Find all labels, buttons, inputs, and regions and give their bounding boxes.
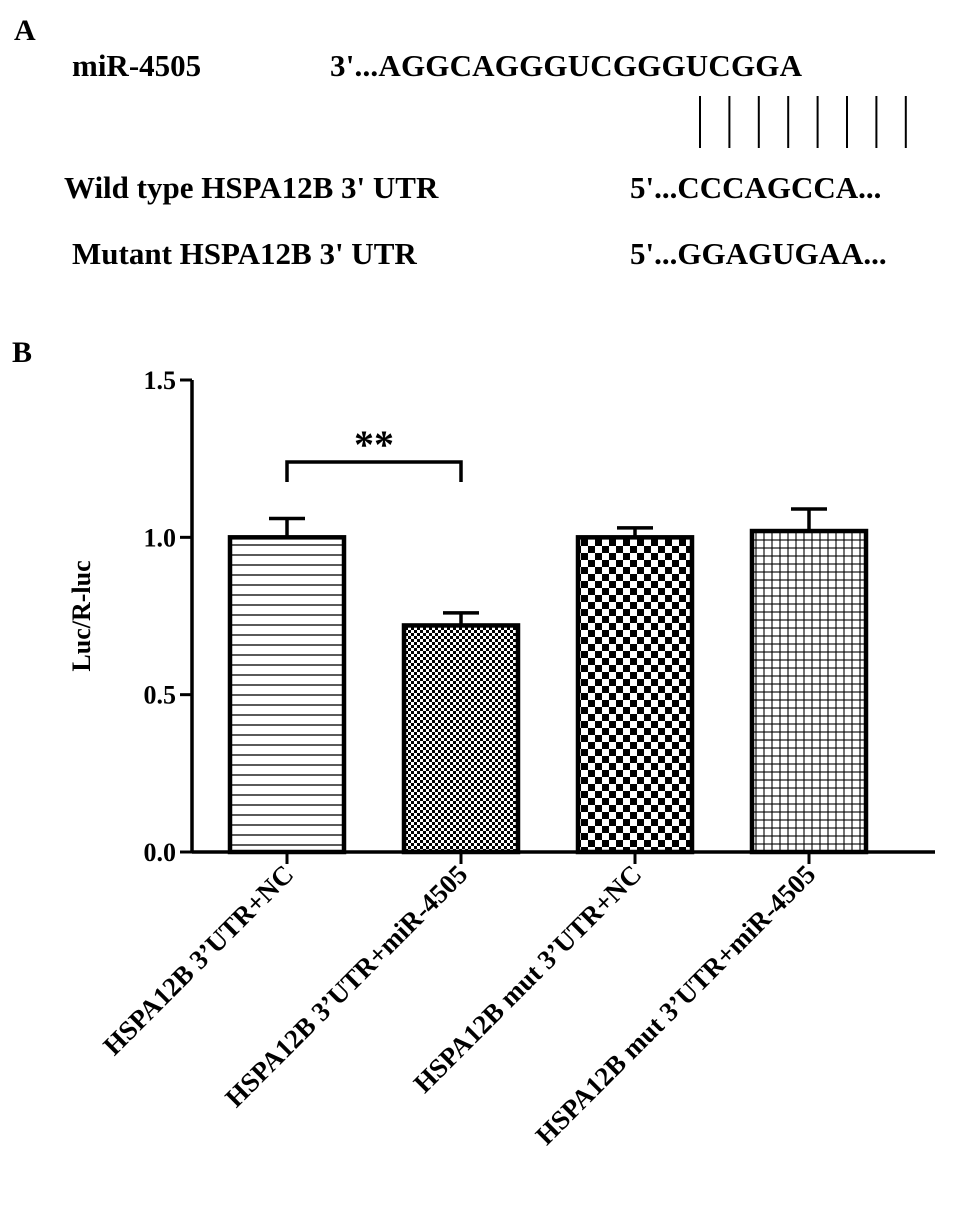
mirna-name: miR-4505 bbox=[72, 48, 202, 83]
x-tick-label: HSPA12B 3’UTR+NC bbox=[97, 859, 299, 1061]
panel-b-label: B bbox=[12, 336, 33, 369]
significance-bracket bbox=[285, 460, 463, 482]
bar bbox=[749, 528, 869, 855]
bar-chart: 0.0 0.5 1.0 1.5 Luc/R-luc HSPA12B 3’UTR+NC HSP… bbox=[67, 366, 935, 1151]
wild-type-utr-sequence: 5'...CCCAGCCA... bbox=[630, 170, 882, 205]
y-axis-label: Luc/R-luc bbox=[67, 560, 96, 671]
base-pairing-lines bbox=[699, 96, 907, 148]
y-tick-label: 0.0 bbox=[144, 838, 177, 867]
mutant-utr-name: Mutant HSPA12B 3' UTR bbox=[72, 236, 417, 271]
mutant-utr-sequence: 5'...GGAGUGAA... bbox=[630, 236, 887, 271]
bar bbox=[575, 535, 695, 855]
bar bbox=[227, 535, 347, 855]
x-tick-label: HSPA12B mut 3’UTR+miR-4505 bbox=[530, 859, 822, 1151]
wild-type-utr-name: Wild type HSPA12B 3' UTR bbox=[64, 170, 439, 205]
y-tick-label: 0.5 bbox=[144, 681, 177, 710]
y-tick-label: 1.0 bbox=[144, 523, 177, 552]
y-tick-label: 1.5 bbox=[144, 366, 177, 395]
mirna-sequence: 3'...AGGCAGGGUCGGGUCGGA bbox=[330, 48, 803, 83]
significance-label: ** bbox=[354, 422, 394, 467]
panel-a-label: A bbox=[14, 14, 36, 47]
bar bbox=[401, 623, 521, 855]
